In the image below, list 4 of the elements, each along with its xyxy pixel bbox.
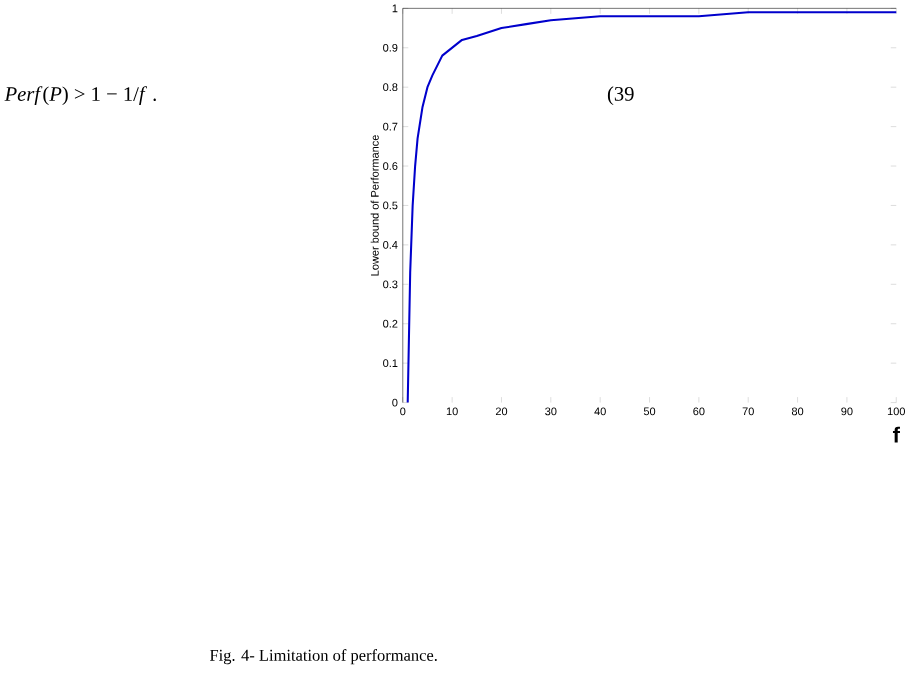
text: Perf(P) > 1 − 1/f . [4,85,156,105]
x-axis-title: f [892,426,900,443]
caption: Fig. 4- Limitation of performance. [209,648,437,664]
annotation: (39 [607,86,634,105]
